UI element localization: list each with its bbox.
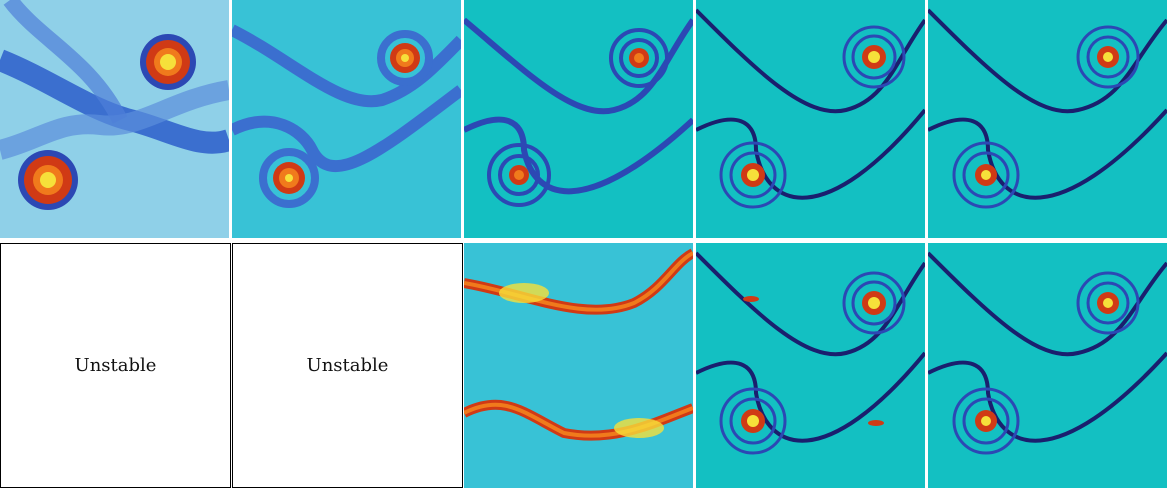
panel-row1-col2 [232,0,461,238]
panel-row2-col5 [928,243,1167,488]
panel-row1-col1 [0,0,229,238]
vortex-field-image [0,0,229,238]
panel-row1-col5 [928,0,1167,238]
unstable-label: Unstable [306,355,389,376]
panel-row1-col3 [464,0,693,238]
vortex-field-image [696,243,925,488]
panel-row2-col1: Unstable [0,243,231,488]
vortex-field-image [232,0,461,238]
vortex-field-image [464,243,693,488]
vortex-field-image [928,0,1167,238]
panel-row2-col2: Unstable [232,243,463,488]
panel-row2-col4 [696,243,925,488]
panel-row2-col3 [464,243,693,488]
vortex-field-image [696,0,925,238]
panel-row1-col4 [696,0,925,238]
unstable-label: Unstable [74,355,157,376]
vortex-field-image [464,0,693,238]
vortex-field-image [928,243,1167,488]
